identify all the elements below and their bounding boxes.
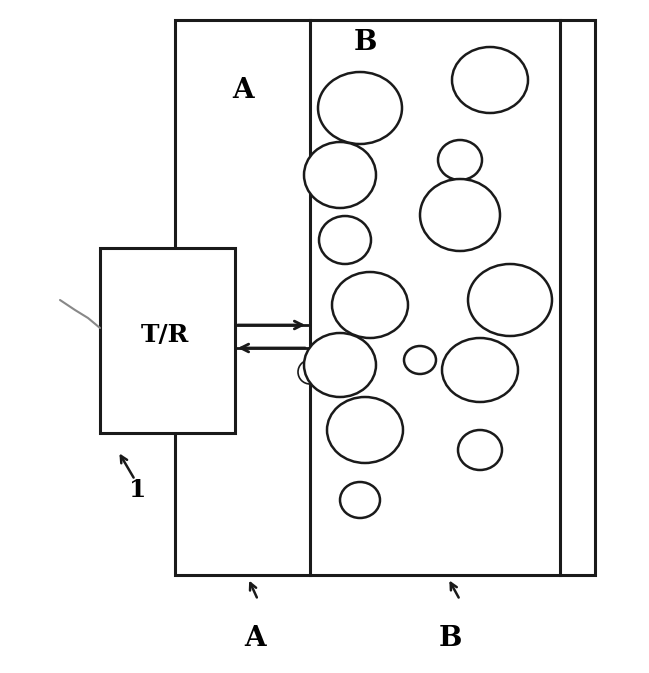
Ellipse shape [318, 72, 402, 144]
Ellipse shape [327, 397, 403, 463]
Ellipse shape [332, 272, 408, 338]
Text: B: B [353, 28, 376, 55]
Ellipse shape [304, 333, 376, 397]
Ellipse shape [438, 140, 482, 180]
Ellipse shape [420, 179, 500, 251]
Bar [100, 248, 235, 433]
Ellipse shape [452, 47, 528, 113]
Text: 1: 1 [129, 478, 147, 502]
Ellipse shape [458, 430, 502, 470]
Circle shape [298, 360, 322, 384]
Ellipse shape [340, 482, 380, 518]
Ellipse shape [442, 338, 518, 402]
Text: A: A [232, 77, 254, 104]
Ellipse shape [404, 346, 436, 374]
Text: A: A [244, 625, 266, 651]
Text: B: B [438, 625, 461, 651]
Ellipse shape [468, 264, 552, 336]
Bar [175, 20, 595, 575]
Text: T/R: T/R [141, 323, 190, 347]
Ellipse shape [319, 216, 371, 264]
Ellipse shape [304, 142, 376, 208]
